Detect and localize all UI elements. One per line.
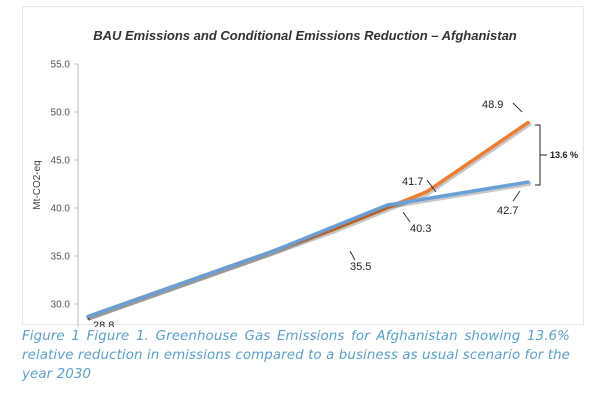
conditional-series-line-shadow [86, 181, 532, 321]
y-tick-label: 40.0 [51, 204, 71, 215]
data-label-leader [349, 250, 356, 261]
y-tick-label: 30.0 [51, 300, 71, 311]
y-axis-title: Mt-CO2-eq [32, 160, 43, 209]
data-label: 41.7 [402, 176, 423, 188]
y-tick-label: 55.0 [51, 60, 71, 71]
bau-series-line [86, 120, 530, 319]
data-label-leader [426, 179, 437, 193]
data-label: 28.8 [93, 320, 114, 330]
series-group [86, 120, 532, 321]
y-tick-label: 45.0 [51, 156, 71, 167]
data-label-leader [512, 102, 523, 113]
bau-series-line-shadow [86, 121, 532, 321]
data-label: 48.9 [482, 99, 503, 111]
bracket-label: 13.6 % [550, 150, 578, 160]
y-axis: 55.0 50.0 45.0 40.0 35.0 30.0 [51, 60, 79, 329]
y-tick-label: 35.0 [51, 252, 71, 263]
data-labels: 28.8 35.5 41.7 40.3 48.9 42.7 [87, 99, 523, 330]
bracket-shape [535, 124, 547, 186]
data-label: 40.3 [410, 223, 431, 235]
data-label: 35.5 [350, 261, 371, 273]
data-label-leader [512, 190, 521, 202]
data-label-leader [87, 317, 91, 321]
data-label-leader [402, 211, 411, 223]
data-label: 42.7 [497, 205, 518, 217]
figure-caption: Figure 1 Figure 1. Greenhouse Gas Emissi… [22, 327, 570, 384]
chart-title: BAU Emissions and Conditional Emissions … [93, 28, 517, 43]
reduction-bracket: 13.6 % [535, 124, 578, 186]
y-tick-label: 50.0 [51, 108, 71, 119]
conditional-series-line [86, 180, 530, 319]
chart: BAU Emissions and Conditional Emissions … [32, 28, 578, 330]
